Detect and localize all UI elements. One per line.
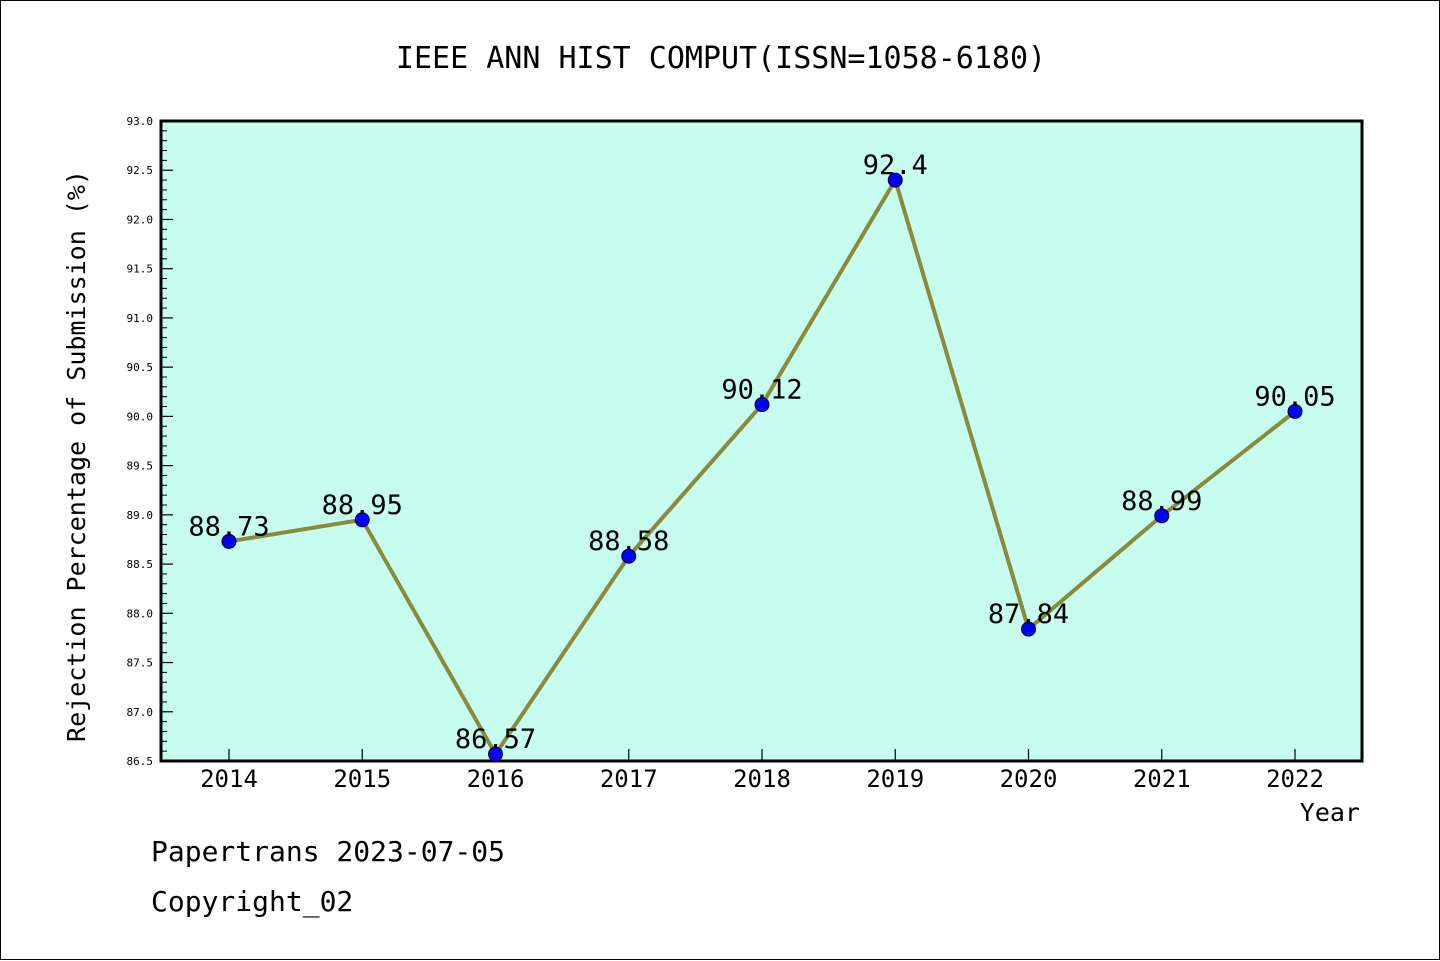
y-tick-label: 88.5: [127, 558, 154, 571]
y-tick-label: 87.5: [127, 657, 154, 670]
data-point: [221, 533, 237, 549]
y-tick-label: 90.5: [127, 361, 154, 374]
y-tick-label: 93.0: [127, 115, 154, 128]
y-tick-label: 89.0: [127, 509, 154, 522]
plot-area: [159, 119, 1364, 763]
x-tick-label: 2018: [733, 765, 791, 793]
y-tick-label: 87.0: [127, 706, 154, 719]
data-point: [1287, 403, 1303, 419]
footer-date-text: Papertrans 2023-07-05: [151, 835, 506, 868]
data-point: [488, 746, 503, 762]
x-tick-label: 2021: [1133, 765, 1191, 793]
data-point: [354, 512, 370, 528]
y-tick-label: 89.5: [127, 460, 154, 473]
y-tick-label: 88.0: [127, 607, 154, 620]
x-tick-label: 2020: [1000, 765, 1058, 793]
data-label: 88.73: [188, 511, 269, 542]
data-label: 88.95: [322, 490, 403, 521]
data-labels: 88.73 88.95 86.57 88.58 90.12 92.4 87.84 88.99 9…: [188, 150, 1335, 755]
y-axis: 86.5 87.0 87.5 88.0 88.5 89.0 89.5 90.0 90.5 91.0…: [127, 115, 173, 768]
data-point: [1021, 621, 1036, 637]
x-tick-label: 2019: [866, 765, 924, 793]
data-label: 90.05: [1254, 381, 1335, 412]
x-tick-label: 2017: [600, 765, 658, 793]
data-label: 92.4: [863, 150, 928, 181]
y-tick-label: 90.0: [127, 410, 154, 423]
y-tick-label: 92.0: [127, 213, 154, 226]
data-point: [621, 548, 637, 564]
data-label: 86.57: [455, 724, 536, 755]
x-tick-label: 2014: [200, 765, 258, 793]
x-tick-label: 2022: [1266, 765, 1324, 793]
data-label: 88.99: [1121, 486, 1202, 517]
y-tick-label: 92.5: [127, 164, 154, 177]
data-point: [1154, 508, 1170, 524]
footer-copyright-text: Copyright_02: [151, 885, 354, 918]
data-label: 88.58: [588, 526, 669, 557]
x-axis: 2014 2015 2016 2017 2018 2019 2020 2021 2022: [200, 749, 1324, 793]
data-point: [887, 172, 903, 188]
x-axis-label: Year: [1300, 798, 1360, 827]
y-tick-label: 86.5: [127, 755, 154, 768]
y-axis-label: Rejection Percentage of Submission (%): [62, 170, 91, 742]
x-tick-label: 2015: [333, 765, 391, 793]
series-markers: [221, 172, 1303, 762]
data-label: 87.84: [988, 599, 1069, 630]
chart-title: IEEE ANN HIST COMPUT(ISSN=1058-6180): [396, 41, 1046, 76]
data-point: [754, 397, 770, 413]
y-tick-label: 91.5: [127, 263, 154, 276]
data-label: 90.12: [721, 375, 802, 406]
y-tick-label: 91.0: [127, 312, 154, 325]
x-tick-label: 2016: [467, 765, 525, 793]
